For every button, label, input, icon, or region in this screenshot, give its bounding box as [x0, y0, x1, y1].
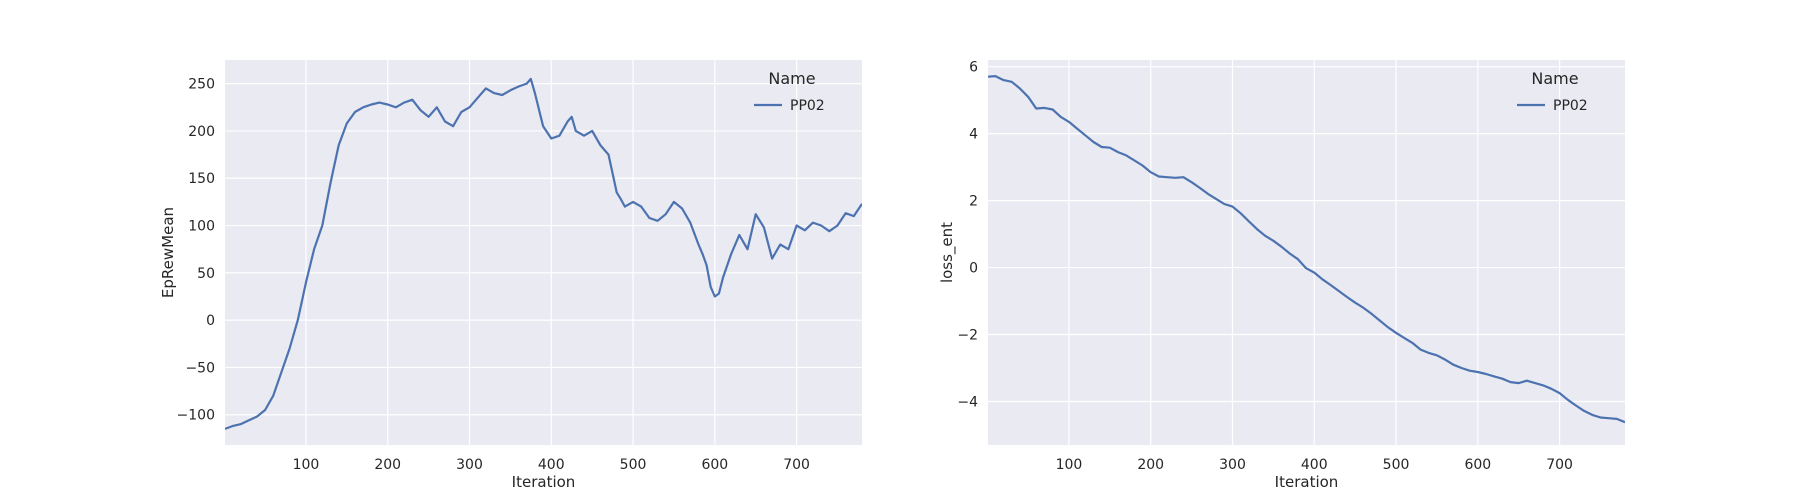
x-tick-label: 300 — [1219, 457, 1246, 473]
x-tick-label: 300 — [456, 457, 483, 473]
y-tick-label: 2 — [969, 194, 978, 210]
x-axis-label: Iteration — [1275, 473, 1339, 491]
eprewmean-chart: 100 200 300 400 500 600 700 −100 −50 0 50 100 150 200… — [159, 60, 862, 491]
y-tick-label: 250 — [188, 77, 215, 93]
y-tick-label: −50 — [185, 360, 215, 376]
x-tick-label: 500 — [620, 457, 647, 473]
series-line — [988, 74, 1625, 424]
x-tick-label: 600 — [1464, 457, 1491, 473]
y-tick-label: 4 — [969, 127, 978, 143]
legend-entry: PP02 — [1553, 98, 1588, 114]
x-tick-label: 100 — [293, 457, 320, 473]
y-tick-label: 0 — [969, 261, 978, 277]
series-line — [225, 77, 862, 430]
x-tick-label: 700 — [1546, 457, 1573, 473]
x-tick-label: 200 — [374, 457, 401, 473]
y-tick-label: 150 — [188, 171, 215, 187]
legend: Name PP02 — [754, 69, 825, 114]
x-tick-label: 700 — [783, 457, 810, 473]
x-tick-label: 400 — [1301, 457, 1328, 473]
plot-area — [988, 60, 1625, 445]
loss-ent-chart: 100 200 300 400 500 600 700 −4 −2 0 2 4 6 Iteration lo… — [938, 60, 1625, 491]
y-tick-label: 6 — [969, 60, 978, 76]
plot-area — [225, 60, 862, 445]
y-tick-label: 100 — [188, 219, 215, 235]
x-tick-label: 200 — [1137, 457, 1164, 473]
y-axis-label: EpRewMean — [159, 207, 177, 298]
legend-title: Name — [1531, 69, 1578, 88]
y-tick-label: 50 — [197, 266, 215, 282]
x-axis-label: Iteration — [512, 473, 576, 491]
y-tick-label: 200 — [188, 124, 215, 140]
x-tick-label: 100 — [1056, 457, 1083, 473]
x-tick-label: 600 — [701, 457, 728, 473]
legend-entry: PP02 — [790, 98, 825, 114]
x-tick-label: 400 — [538, 457, 565, 473]
y-axis-label: loss_ent — [938, 222, 957, 283]
y-tick-label: 0 — [206, 313, 215, 329]
y-tick-label: −2 — [957, 328, 978, 344]
legend: Name PP02 — [1517, 69, 1588, 114]
y-tick-label: −4 — [957, 394, 978, 410]
legend-title: Name — [768, 69, 815, 88]
y-tick-label: −100 — [177, 408, 215, 424]
x-tick-label: 500 — [1383, 457, 1410, 473]
